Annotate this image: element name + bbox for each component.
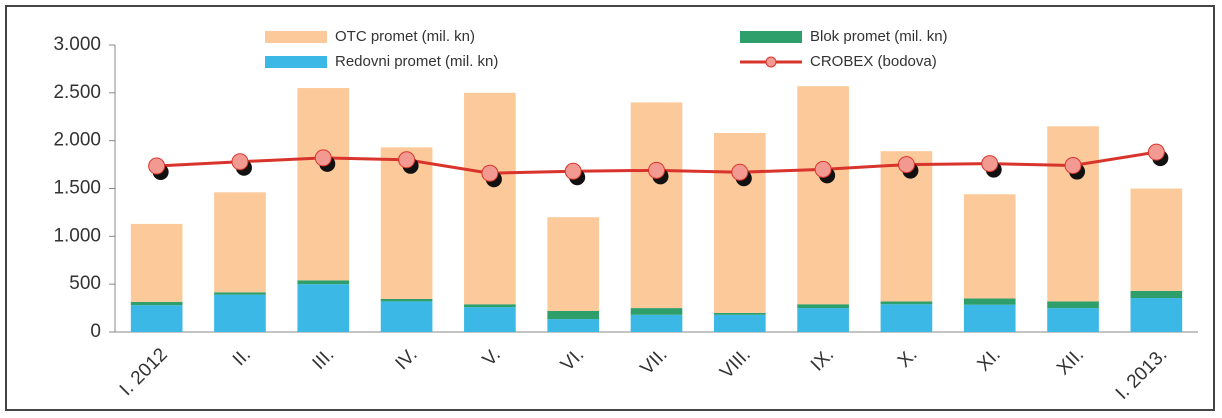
- bar-segment: [797, 86, 849, 305]
- bar-segment: [630, 314, 683, 332]
- y-tick-label: 500: [69, 273, 101, 294]
- bar-segment: [297, 280, 350, 285]
- bar-segment: [1130, 188, 1183, 291]
- legend-swatch: [265, 31, 327, 43]
- legend-swatch: [740, 31, 802, 43]
- bar-segment: [963, 194, 1016, 299]
- legend-label: Blok promet (mil. kn): [810, 28, 948, 45]
- y-tick-label: 0: [90, 321, 101, 342]
- marker: [398, 151, 416, 169]
- bar-segment: [547, 310, 600, 320]
- bar-segment: [547, 319, 600, 332]
- marker: [314, 149, 332, 167]
- bar-segment: [464, 307, 516, 332]
- bar-segment: [380, 301, 433, 332]
- bar-segment: [464, 92, 516, 305]
- legend-label: CROBEX (bodova): [810, 53, 937, 70]
- bar-segment: [547, 217, 600, 311]
- legend-swatch: [265, 56, 327, 68]
- bar-segment: [214, 294, 266, 332]
- bar-segment: [214, 192, 266, 293]
- bar-segment: [130, 301, 183, 306]
- bar-segment: [630, 308, 683, 315]
- legend-label: OTC promet (mil. kn): [335, 28, 475, 45]
- bar-segment: [880, 304, 933, 332]
- frame: [5, 5, 1215, 411]
- legend-label: Redovni promet (mil. kn): [335, 53, 498, 70]
- y-tick-label: 1.000: [53, 225, 101, 246]
- marker: [564, 162, 582, 180]
- bar-segment: [713, 314, 766, 332]
- bar-segment: [797, 304, 849, 309]
- bar-segment: [713, 312, 766, 315]
- bar-segment: [297, 284, 350, 332]
- bar-segment: [130, 305, 183, 332]
- bar-segment: [464, 304, 516, 308]
- bar-segment: [963, 298, 1016, 305]
- bar-segment: [297, 88, 350, 281]
- bar-segment: [963, 304, 1016, 332]
- bar-segment: [214, 292, 266, 295]
- marker: [897, 156, 915, 174]
- marker: [1064, 157, 1082, 175]
- bar-segment: [1047, 126, 1099, 302]
- marker: [1147, 143, 1165, 161]
- y-tick-label: 2.500: [53, 82, 101, 103]
- y-tick-label: 2.000: [53, 130, 101, 151]
- bar-segment: [1130, 290, 1183, 299]
- bar-segment: [1130, 298, 1183, 332]
- bar-segment: [797, 308, 849, 332]
- bar-segment: [1047, 301, 1099, 309]
- y-tick-label: 3.000: [53, 34, 101, 55]
- marker: [648, 161, 665, 179]
- marker: [814, 160, 832, 178]
- marker: [148, 157, 166, 175]
- bar-segment: [630, 102, 683, 309]
- marker: [481, 164, 499, 182]
- bar-segment: [1047, 308, 1099, 332]
- marker: [981, 155, 999, 173]
- bar-segment: [880, 301, 933, 305]
- bar-segment: [713, 133, 766, 313]
- legend-marker: [765, 56, 777, 68]
- marker: [231, 153, 249, 171]
- bar-segment: [130, 223, 183, 302]
- y-tick-label: 1.500: [53, 178, 101, 199]
- bar-segment: [380, 298, 433, 302]
- marker: [731, 163, 749, 181]
